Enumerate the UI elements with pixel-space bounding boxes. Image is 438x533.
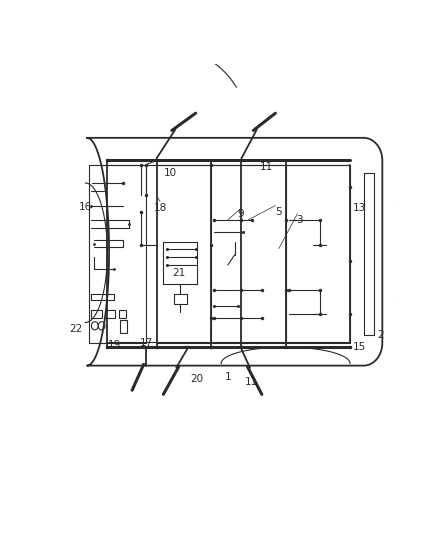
Text: 13: 13 — [353, 204, 366, 213]
Text: 17: 17 — [140, 338, 153, 348]
Text: 20: 20 — [190, 374, 203, 384]
Text: 18: 18 — [153, 203, 166, 213]
Text: 3: 3 — [296, 215, 303, 225]
Bar — [105, 310, 115, 318]
Text: 16: 16 — [79, 202, 92, 212]
Bar — [119, 310, 126, 318]
Text: 10: 10 — [164, 168, 177, 177]
Bar — [92, 310, 102, 318]
Bar — [120, 320, 127, 333]
Text: 15: 15 — [353, 342, 366, 352]
Text: 5: 5 — [276, 207, 282, 217]
Text: 22: 22 — [70, 324, 83, 334]
Text: 9: 9 — [237, 209, 244, 219]
Text: 21: 21 — [172, 268, 185, 278]
Text: 11: 11 — [244, 377, 258, 387]
Text: 19: 19 — [107, 340, 121, 350]
Text: 1: 1 — [225, 372, 231, 382]
Text: 11: 11 — [260, 161, 273, 172]
Text: 2: 2 — [377, 330, 384, 340]
